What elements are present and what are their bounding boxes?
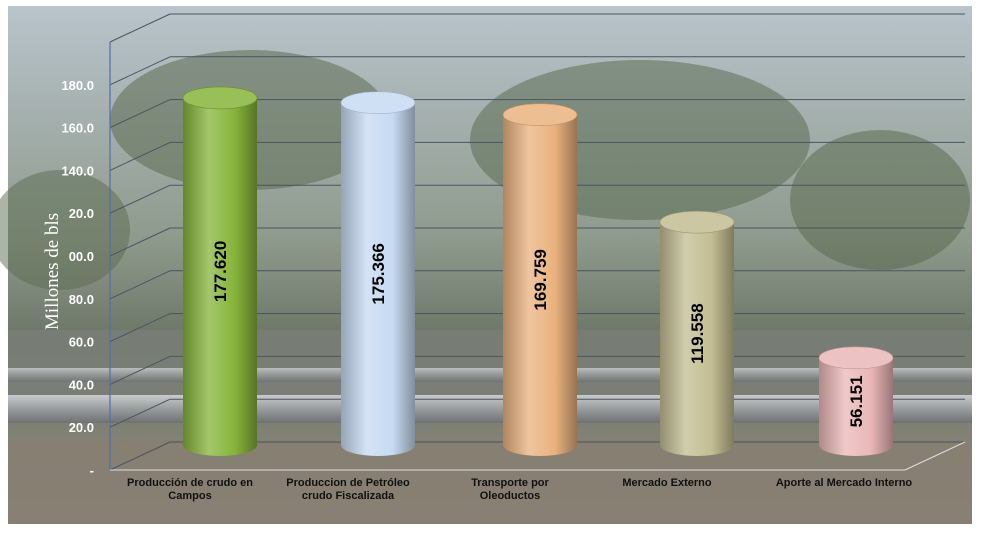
y-tick-label: 20.0 [69,206,94,221]
y-tick-label: 140.0 [61,163,94,178]
category-labels: Producción de crudo en Campos Produccion d… [127,477,912,502]
bar-body [503,103,577,457]
gridline-diagonal [109,441,171,471]
gridline-diagonal [109,184,171,214]
bar-top [502,103,578,127]
gridline-diagonal [109,270,171,300]
gridline-diagonal [109,398,171,428]
y-tick-label: - [90,463,94,478]
data-label: 169.759 [531,249,550,310]
data-label: 56.151 [847,375,866,427]
bar: 177.620 [182,86,258,456]
bar-top [182,86,258,110]
category-label: Aporte al Mercado Interno [776,477,913,489]
y-tick-label: 60.0 [69,335,94,350]
gridline-diagonal [109,13,171,43]
y-tick-label: 00.0 [69,249,94,264]
gridline-diagonal [109,355,171,385]
bar: 169.759 [502,103,578,457]
bar-top [818,346,894,370]
y-tick-label: 40.0 [69,377,94,392]
gridline-diagonal [109,141,171,171]
bars: 177.620 175.366 169.759 119.558 56.151 [182,86,894,457]
gridline-diagonal [109,227,171,257]
bar-body [660,211,734,456]
y-axis-label: Millones de bls [42,213,63,330]
bar-body [819,346,893,456]
bar: 119.558 [659,210,735,456]
category-label: Mercado Externo [622,477,712,489]
floor-edge [904,441,966,471]
data-label: 177.620 [211,241,230,302]
category-label: Transporte por Oleoductos [471,477,549,502]
category-label: Produccion de Petróleo crudo Fiscalizada [286,477,410,502]
y-tick-label: 80.0 [69,292,94,307]
gridline-diagonal [109,56,171,86]
data-label: 119.558 [688,303,707,364]
y-tick-label: 20.0 [69,420,94,435]
gridline-diagonal [109,99,171,129]
category-label: Producción de crudo en Campos [127,477,253,502]
bar-top [659,210,735,234]
gridline-diagonal [109,313,171,343]
y-tick-labels: - 20.0 40.0 60.0 80.0 00.0 20.0 140.0 160.0 180.0 [61,78,94,478]
bar-top [340,91,416,115]
data-label: 175.366 [369,243,388,304]
y-tick-label: 180.0 [61,78,94,93]
bar-body [341,91,415,456]
y-tick-label: 160.0 [61,121,94,136]
bar: 56.151 [818,346,894,456]
bar-body [183,86,257,456]
axes [109,42,966,471]
bar: 175.366 [340,91,416,456]
